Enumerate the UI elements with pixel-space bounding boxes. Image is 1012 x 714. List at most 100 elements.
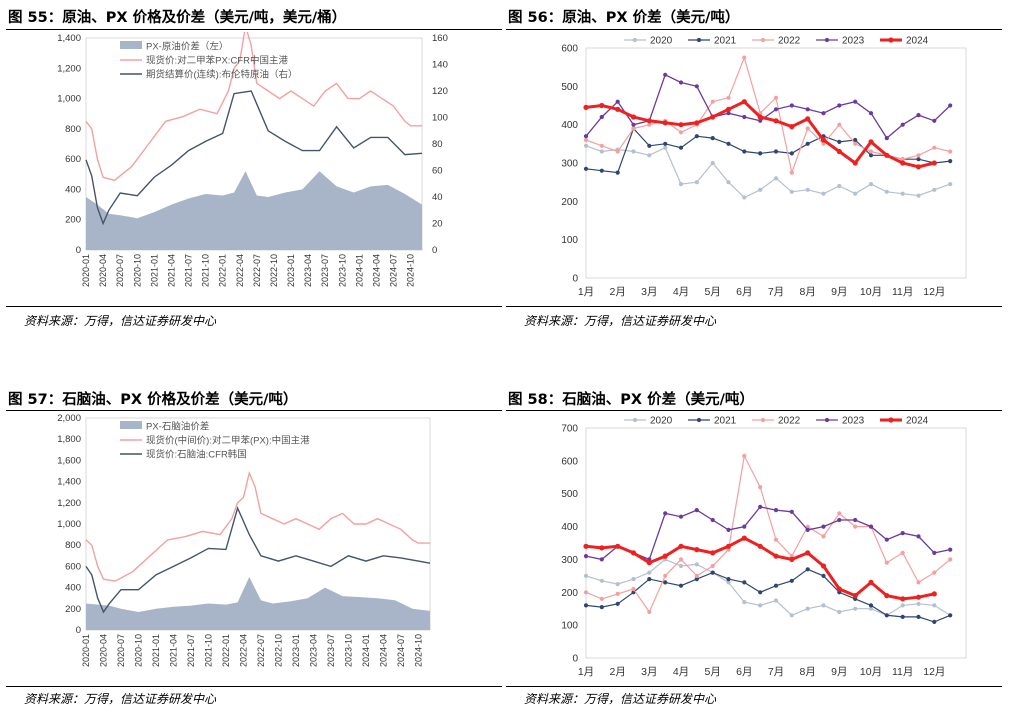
fig58-point-2021 xyxy=(663,580,668,585)
fig56-point-2023 xyxy=(821,111,826,116)
fig58-plot-frame xyxy=(585,427,967,659)
fig56-point-2023 xyxy=(948,103,953,108)
fig58-point-2020 xyxy=(853,606,858,611)
fig58-point-2022 xyxy=(837,511,842,516)
fig58-point-2021 xyxy=(900,614,905,619)
fig56-point-2024 xyxy=(931,160,937,166)
fig56-point-2024 xyxy=(757,114,763,120)
fig58-point-2024 xyxy=(852,593,858,599)
fig56-point-2021 xyxy=(789,151,794,156)
fig57-legend-label-0: PX-石脑油价差 xyxy=(146,421,209,433)
fig57-y-tick-label: 0 xyxy=(76,625,81,636)
fig58-legend-marker-2020 xyxy=(632,417,638,423)
fig56-point-2023 xyxy=(726,111,731,116)
fig58-point-2022 xyxy=(615,591,620,596)
fig57-x-tick-label: 2024-10 xyxy=(413,634,423,667)
fig56-point-2024 xyxy=(820,137,827,143)
fig56-point-2022 xyxy=(678,130,684,135)
fig57-y-tick-label: 1,400 xyxy=(57,477,81,488)
fig58-point-2022 xyxy=(678,557,684,562)
fig58-point-2020 xyxy=(916,601,921,606)
fig56-point-2023 xyxy=(900,122,905,127)
fig58-legend-marker-2022 xyxy=(760,417,766,423)
fig56-point-2021 xyxy=(773,149,779,154)
fig56-point-2022 xyxy=(932,145,937,150)
fig58-x-tick-label: 8月 xyxy=(799,666,815,678)
fig56-point-2020 xyxy=(868,182,874,187)
fig58-x-tick-label: 1月 xyxy=(578,666,594,678)
fig56-legend-marker-2021 xyxy=(696,37,702,43)
fig58-point-2020 xyxy=(583,573,589,578)
fig55-x-tick-label: 2021-10 xyxy=(201,254,211,287)
fig55-x-tick-label: 2023-04 xyxy=(303,254,313,287)
fig56-point-2022 xyxy=(599,143,604,148)
fig56-legend-label-2020: 2020 xyxy=(650,36,673,47)
fig57-x-tick-label: 2021-04 xyxy=(168,634,178,667)
fig56-point-2020 xyxy=(900,191,905,196)
fig58-point-2022 xyxy=(742,453,747,458)
fig58-series-line-2021 xyxy=(585,568,951,623)
fig56-point-2023 xyxy=(932,118,937,123)
fig58-point-2023 xyxy=(932,550,937,555)
fig57-x-tick-label: 2023-07 xyxy=(326,634,336,667)
fig56-point-2020 xyxy=(694,180,699,185)
fig56-point-2023 xyxy=(678,80,684,85)
fig57-x-tick-label: 2020-10 xyxy=(133,634,143,667)
fig56-x-tick-label: 5月 xyxy=(704,286,720,298)
fig55-right-y-tick-label: 120 xyxy=(432,86,448,97)
fig55-series-line-1 xyxy=(85,32,422,182)
fig56-point-2020 xyxy=(821,191,826,196)
fig56-x-tick-label: 7月 xyxy=(768,286,784,298)
fig58-y-tick-label: 700 xyxy=(561,424,578,435)
fig56-point-2020 xyxy=(805,187,810,192)
fig58-legend-label-2021: 2021 xyxy=(714,416,737,427)
fig56-point-2022 xyxy=(900,157,905,162)
fig56-point-2020 xyxy=(916,193,921,198)
fig58-point-2021 xyxy=(615,601,620,606)
fig58-point-2022 xyxy=(805,524,810,529)
fig58-point-2022 xyxy=(694,573,699,578)
fig56-point-2022 xyxy=(837,122,842,127)
fig56-point-2023 xyxy=(868,111,874,116)
fig56-point-2024 xyxy=(884,152,890,158)
figure-55: 图 55：原油、PX 价格及价差（美元/吨，美元/桶） 0 200 400 600 80… xyxy=(6,6,502,336)
fig55-legend-label-0: PX-原油价差（左） xyxy=(146,41,228,53)
fig56-point-2021 xyxy=(694,134,699,139)
fig56-point-2023 xyxy=(694,84,699,89)
fig56-point-2021 xyxy=(710,136,715,141)
fig56-x-tick-label: 12月 xyxy=(923,286,945,298)
fig57-x-tick-label: 2021-10 xyxy=(203,634,213,667)
fig55-right-y-tick-label: 40 xyxy=(432,192,443,203)
fig58-point-2021 xyxy=(678,583,684,588)
fig55-y-tick-label: 400 xyxy=(65,184,81,195)
fig55-series-line-2 xyxy=(85,90,423,226)
fig56-point-2023 xyxy=(583,134,589,139)
fig58-point-2024 xyxy=(583,543,589,549)
fig57-x-tick-label: 2024-07 xyxy=(396,634,406,667)
fig58-point-2022 xyxy=(631,586,636,592)
figure-55-title-rule xyxy=(6,29,502,30)
fig56-point-2023 xyxy=(884,136,889,141)
fig57-y-tick-label: 1,600 xyxy=(57,455,81,466)
figure-57: 图 57：石脑油、PX 价格及价差（美元/吨） 0 200 400 600 800 1,0… xyxy=(6,388,502,714)
figure-57-source: 资料来源：万得，信达证券研发中心 xyxy=(24,692,217,706)
figure-58-chart: 0 100 200 300 400 500 600 700 1月 2月 3月 4月 5月 6月 7月 8月 9月… xyxy=(561,416,967,678)
fig56-point-2022 xyxy=(948,149,953,154)
fig56-legend-label-2021: 2021 xyxy=(714,36,737,47)
fig55-y-tick-label: 1,400 xyxy=(57,33,81,44)
fig56-point-2020 xyxy=(837,183,842,189)
fig56-point-2020 xyxy=(647,153,652,158)
fig58-point-2024 xyxy=(931,591,937,597)
fig58-point-2021 xyxy=(694,577,699,582)
fig58-point-2022 xyxy=(583,590,589,595)
fig57-x-tick-label: 2024-01 xyxy=(361,634,371,667)
figure-56-title: 图 56：原油、PX 价差（美元/吨） xyxy=(508,10,740,26)
fig57-y-tick-label: 1,200 xyxy=(57,498,81,509)
fig56-point-2024 xyxy=(915,164,922,170)
fig56-point-2020 xyxy=(678,182,684,187)
fig57-x-tick-label: 2020-07 xyxy=(116,634,126,667)
fig56-point-2020 xyxy=(583,143,589,148)
fig56-point-2020 xyxy=(710,160,715,166)
fig58-point-2022 xyxy=(900,550,905,555)
fig55-right-y-tick-label: 20 xyxy=(432,219,443,230)
